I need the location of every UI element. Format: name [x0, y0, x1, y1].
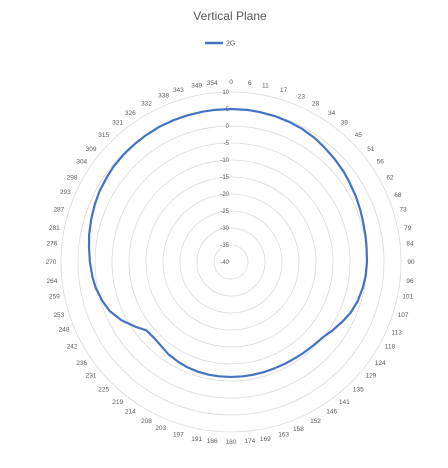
legend: 2G — [205, 41, 235, 48]
angle-label: 225 — [98, 386, 109, 393]
angle-label: 259 — [49, 294, 60, 301]
radial-tick-label: -20 — [220, 192, 229, 198]
angle-label: 321 — [112, 119, 123, 126]
angle-label: 11 — [262, 83, 269, 90]
angle-label: 248 — [59, 327, 70, 334]
angle-label: 146 — [326, 408, 337, 415]
angle-label: 124 — [375, 360, 386, 367]
angle-label: 129 — [365, 372, 376, 379]
angle-label: 203 — [155, 425, 166, 432]
angle-label: 62 — [386, 175, 394, 182]
angle-label: 214 — [125, 408, 136, 415]
radial-tick-label: -40 — [220, 260, 229, 266]
angle-label: 231 — [86, 372, 97, 379]
angle-label: 135 — [353, 386, 364, 393]
radial-tick-label: 0 — [226, 124, 230, 130]
angle-label: 197 — [173, 431, 184, 438]
angle-label: 23 — [298, 94, 306, 101]
radial-tick-label: -15 — [220, 175, 229, 181]
grid-ring — [111, 142, 351, 382]
grid-ring — [162, 193, 300, 331]
grid-ring — [128, 159, 334, 365]
angle-label: 39 — [341, 119, 349, 126]
angle-label: 304 — [76, 159, 87, 166]
grid-ring — [179, 210, 283, 314]
angle-label: 287 — [53, 207, 64, 214]
angle-label: 332 — [141, 100, 152, 107]
angle-label: 45 — [355, 132, 363, 139]
angle-label: 0 — [229, 79, 233, 86]
angle-label: 158 — [293, 426, 304, 433]
angle-label: 281 — [49, 225, 60, 232]
angle-label: 242 — [67, 344, 78, 351]
angle-label: 118 — [385, 344, 396, 351]
angle-label: 113 — [392, 330, 403, 337]
angle-label: 84 — [406, 240, 414, 247]
angle-label: 298 — [67, 175, 78, 182]
angle-label: 186 — [207, 438, 218, 445]
angle-label: 169 — [260, 436, 271, 443]
radial-tick-label: -5 — [224, 141, 230, 147]
angle-label: 28 — [312, 100, 320, 107]
angle-label: 34 — [328, 110, 336, 117]
angle-label: 354 — [207, 80, 218, 87]
chart-title: Vertical Plane — [193, 9, 267, 23]
angle-label: 315 — [98, 132, 109, 139]
angle-label: 101 — [402, 294, 413, 301]
grid-ring — [60, 91, 402, 433]
radial-tick-label: -10 — [220, 158, 229, 164]
angle-label: 56 — [377, 159, 385, 166]
radial-tick-label: -35 — [220, 243, 229, 249]
angle-label: 107 — [398, 312, 409, 319]
angle-label: 174 — [244, 438, 255, 445]
radial-tick-label: 10 — [222, 90, 229, 96]
angle-label: 270 — [46, 259, 57, 266]
angle-label: 253 — [53, 312, 64, 319]
angle-label: 68 — [394, 192, 402, 199]
angle-label: 236 — [76, 360, 87, 367]
angle-label: 276 — [47, 240, 58, 247]
angle-label: 141 — [339, 399, 350, 406]
angle-label: 6 — [248, 80, 252, 87]
angle-label: 309 — [86, 146, 97, 153]
angle-label: 96 — [406, 278, 414, 285]
grid-ring — [94, 125, 368, 399]
series-line-2G — [87, 107, 369, 379]
radial-tick-label: -25 — [220, 209, 229, 215]
angle-label: 349 — [191, 83, 202, 90]
angle-label: 338 — [158, 92, 169, 99]
radial-tick-label: -30 — [220, 226, 229, 232]
angle-label: 191 — [191, 436, 202, 443]
angle-label: 90 — [407, 259, 415, 266]
grid-ring — [213, 244, 249, 280]
radar-grid — [60, 91, 402, 433]
angle-label: 219 — [112, 399, 123, 406]
angle-label: 17 — [280, 87, 288, 94]
angle-label: 343 — [173, 87, 184, 94]
series-layer — [87, 107, 369, 379]
angle-label: 79 — [404, 225, 412, 232]
angle-label: 208 — [141, 418, 152, 425]
grid-ring — [196, 227, 266, 297]
grid-ring — [145, 176, 317, 348]
angle-label: 73 — [400, 207, 408, 214]
angle-label: 152 — [310, 418, 321, 425]
angle-label: 180 — [226, 439, 237, 446]
angle-label: 264 — [47, 278, 58, 285]
angle-label: 293 — [60, 189, 71, 196]
angle-label: 163 — [278, 431, 289, 438]
legend-label: 2G — [226, 41, 235, 48]
angle-label: 51 — [367, 146, 375, 153]
angle-label: 326 — [125, 110, 136, 117]
